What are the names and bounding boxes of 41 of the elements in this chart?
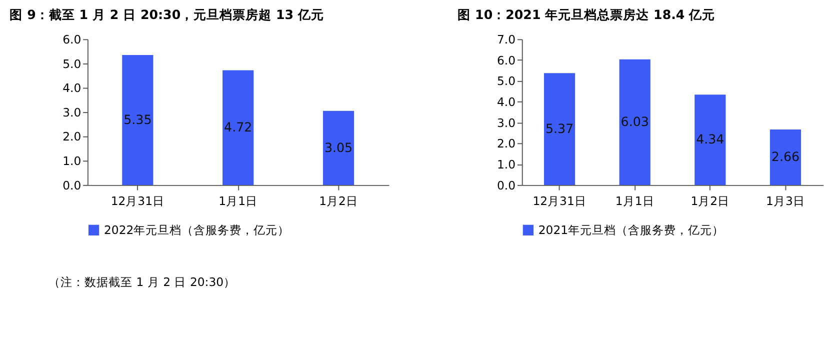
chart-title: 图 10：2021 年元旦档总票房达 18.4 亿元 [458,6,716,22]
data-label: 3.05 [324,140,353,155]
legend-label: 2021年元旦档（含服务费，亿元） [538,223,724,238]
data-label: 4.72 [224,119,252,134]
y-tick-label: 3.0 [497,116,516,130]
y-tick-label: 5.0 [62,56,82,71]
bar [619,59,650,185]
bar [544,73,576,185]
y-tick-label: 4.0 [62,81,82,96]
x-tick-label: 12月31日 [110,194,165,208]
data-label: 2.66 [771,149,800,164]
chart-title: 图 9：截至 1 月 2 日 20:30，元旦档票房超 13 亿元 [10,6,324,22]
x-tick-label: 1月2日 [690,194,730,208]
text: （注：数据截至 1 月 2 日 20:30） [48,275,236,290]
bar [122,54,154,185]
y-tick-label: 6.0 [62,32,82,47]
y-tick-label: 5.0 [497,74,516,88]
data-label: 4.34 [696,132,724,147]
y-tick-label: 4.0 [497,95,516,110]
data-label: 5.37 [545,120,574,136]
y-tick-label: 0.0 [497,178,516,192]
data-label: 6.03 [620,114,649,130]
y-tick-label: 2.0 [497,136,516,151]
y-tick-label: 0.0 [62,178,82,192]
bar [322,110,354,185]
y-tick-label: 1.0 [497,157,516,172]
y-tick-label: 7.0 [497,32,516,47]
x-tick-label: 12月31日 [532,194,586,208]
x-tick-label: 1月1日 [218,194,258,208]
x-tick-label: 1月3日 [766,194,805,208]
bar [770,130,802,185]
y-tick-label: 6.0 [497,53,516,68]
x-tick-label: 1月1日 [615,194,654,208]
y-tick-label: 1.0 [62,154,82,168]
x-tick-label: 1月2日 [319,194,358,208]
y-tick-label: 3.0 [62,105,82,120]
bar [694,94,726,185]
legend-label: 2022年元旦档（含服务费，亿元） [104,223,290,238]
bar [222,70,254,185]
y-tick-label: 2.0 [62,130,82,144]
data-label: 5.35 [124,112,152,127]
